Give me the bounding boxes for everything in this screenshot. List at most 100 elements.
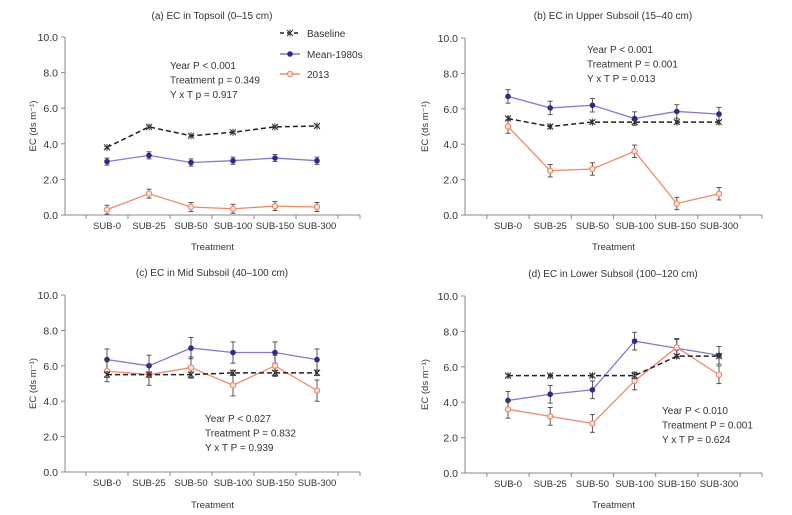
x-tick-label: SUB-300 — [298, 478, 337, 489]
y-tick-label: 4.0 — [43, 139, 58, 151]
stats-annotation: Year P < 0.027 — [205, 414, 271, 425]
x-tick-label: SUB-50 — [174, 221, 207, 232]
circle-marker — [272, 349, 278, 356]
series-line — [507, 117, 719, 128]
y-tick-label: 10.0 — [38, 290, 59, 302]
asterisk-marker — [187, 371, 195, 379]
open-circle-marker — [286, 70, 294, 78]
circle-marker — [272, 155, 278, 161]
y-axis-label: EC (ds m⁻¹) — [420, 359, 431, 410]
open-circle-marker — [187, 364, 195, 371]
asterisk-marker — [313, 122, 321, 130]
series-mean1980s — [505, 331, 722, 410]
x-tick-label: SUB-300 — [700, 479, 739, 490]
y-tick-label: 0.0 — [443, 468, 458, 480]
asterisk-marker — [145, 371, 153, 379]
legend-label: Mean-1980s — [307, 50, 363, 61]
stats-annotation: Y x T P = 0.624 — [662, 435, 731, 446]
circle-marker — [674, 108, 680, 115]
open-circle-marker — [313, 387, 321, 394]
asterisk-marker — [673, 352, 681, 360]
asterisk-marker — [504, 115, 512, 123]
y-tick-label: 4.0 — [443, 397, 458, 409]
series-mean1980s — [505, 89, 722, 126]
circle-marker — [314, 356, 320, 363]
circle-marker — [547, 391, 553, 398]
circle-marker — [287, 51, 293, 57]
series-y2013 — [103, 354, 321, 402]
series-mean1980s — [104, 151, 320, 167]
asterisk-marker — [229, 128, 237, 136]
asterisk-marker — [103, 371, 111, 379]
circle-marker — [188, 345, 194, 351]
stats-annotation: Treatment P = 0.001 — [587, 60, 678, 71]
legend-label: Baseline — [307, 29, 346, 40]
y-tick-label: 8.0 — [443, 326, 458, 338]
chart-panel-b: (b) EC in Upper Subsoil (15–40 cm) 0.0 2.0… — [420, 11, 763, 253]
x-axis-label: Treatment — [191, 500, 234, 511]
series-line — [507, 340, 720, 402]
x-tick-label: SUB-0 — [93, 221, 121, 232]
asterisk-marker — [145, 123, 153, 131]
x-tick-label: SUB-150 — [256, 478, 295, 489]
x-axis-label: Treatment — [592, 242, 635, 253]
x-tick-label: SUB-25 — [132, 478, 165, 489]
y-tick-label: 10.0 — [38, 32, 59, 44]
x-tick-label: SUB-100 — [615, 479, 654, 490]
circle-marker — [188, 159, 194, 166]
y-axis-label: EC (ds m⁻¹) — [28, 358, 39, 409]
series-line — [106, 365, 318, 392]
series-line — [507, 346, 720, 425]
x-tick-label: SUB-50 — [576, 479, 609, 490]
y-tick-label: 6.0 — [443, 362, 458, 374]
y-tick-label: 0.0 — [43, 467, 58, 479]
x-tick-label: SUB-25 — [534, 221, 567, 232]
circle-marker — [716, 111, 722, 117]
panel-title: (d) EC in Lower Subsoil (100–120 cm) — [528, 269, 698, 280]
legend-item-mean1980s: Mean-1980s — [280, 50, 363, 61]
series-line — [508, 355, 719, 377]
y-axis-label: EC (ds m⁻¹) — [28, 101, 39, 152]
open-circle-marker — [103, 206, 111, 213]
circle-marker — [589, 102, 596, 109]
y-tick-label: 6.0 — [443, 104, 458, 116]
y-tick-label: 6.0 — [43, 103, 58, 115]
circle-marker — [314, 157, 320, 164]
y-tick-label: 2.0 — [443, 433, 458, 445]
asterisk-marker — [271, 369, 279, 377]
series-baseline — [103, 369, 321, 379]
stats-annotation: Year P < 0.010 — [662, 406, 728, 417]
asterisk-marker — [631, 118, 638, 126]
asterisk-marker — [187, 132, 195, 140]
chart-panel-c: (c) EC in Mid Subsoil (40–100 cm) 0.0 2.0 4… — [28, 268, 361, 511]
asterisk-marker — [286, 29, 294, 37]
asterisk-marker — [546, 123, 554, 130]
circle-marker — [104, 356, 110, 363]
x-tick-label: SUB-0 — [494, 479, 522, 490]
open-circle-marker — [504, 123, 512, 130]
stats-annotation: Y x T p = 0.917 — [170, 90, 238, 101]
y-tick-label: 2.0 — [443, 175, 458, 187]
legend-item-y2013: 2013 — [280, 70, 330, 81]
open-circle-marker — [547, 413, 554, 420]
asterisk-marker — [715, 352, 723, 360]
open-circle-marker — [229, 205, 237, 212]
open-circle-marker — [589, 165, 596, 173]
open-circle-marker — [715, 371, 723, 378]
x-axis-label: Treatment — [191, 242, 234, 253]
y-tick-label: 2.0 — [43, 174, 58, 186]
open-circle-marker — [187, 203, 195, 211]
y-tick-label: 2.0 — [43, 432, 58, 444]
y-tick-label: 6.0 — [43, 361, 58, 373]
y-tick-label: 8.0 — [43, 68, 58, 80]
x-tick-label: SUB-50 — [576, 221, 609, 232]
asterisk-marker — [589, 118, 596, 126]
y-tick-label: 4.0 — [443, 139, 458, 151]
open-circle-marker — [229, 382, 237, 389]
circle-marker — [230, 349, 236, 356]
x-tick-label: SUB-100 — [615, 221, 654, 232]
open-circle-marker — [145, 190, 153, 197]
x-tick-label: SUB-0 — [494, 221, 522, 232]
legend: Baseline Mean-1980s 2013 — [280, 29, 363, 81]
